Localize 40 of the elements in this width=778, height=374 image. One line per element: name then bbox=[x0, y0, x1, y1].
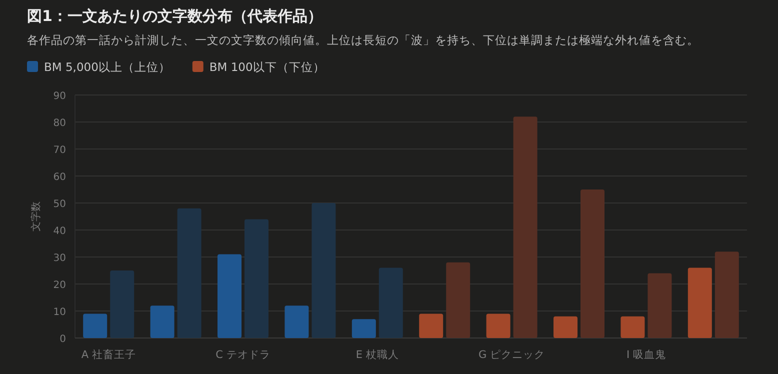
y-tick-label: 90 bbox=[53, 91, 66, 102]
legend-label: BM 100以下（下位） bbox=[209, 60, 325, 74]
bar bbox=[378, 268, 403, 338]
bar bbox=[284, 306, 309, 338]
x-tick-label: I 吸血鬼 bbox=[626, 349, 666, 361]
bar bbox=[714, 252, 739, 338]
y-tick-label: 80 bbox=[53, 118, 66, 129]
bar bbox=[513, 116, 538, 338]
y-tick-label: 50 bbox=[53, 199, 66, 210]
bar bbox=[580, 190, 604, 338]
y-tick-label: 40 bbox=[53, 226, 66, 237]
bar bbox=[352, 319, 376, 338]
x-tick-label: C テオドラ bbox=[216, 349, 270, 361]
bar bbox=[312, 203, 336, 338]
y-tick-label: 0 bbox=[60, 334, 66, 345]
chart-title: 図1：一文あたりの文字数分布（代表作品） bbox=[27, 7, 322, 25]
y-tick-label: 70 bbox=[53, 145, 66, 156]
y-tick-label: 30 bbox=[53, 253, 66, 264]
bar bbox=[554, 316, 578, 338]
y-tick-label: 20 bbox=[53, 280, 66, 291]
bar bbox=[83, 314, 108, 338]
x-tick-label: G ピクニック bbox=[478, 349, 546, 361]
x-tick-label: E 杖職人 bbox=[356, 348, 399, 361]
legend-label: BM 5,000以上（上位） bbox=[44, 60, 170, 74]
bar bbox=[218, 254, 242, 338]
chart-subtitle: 各作品の第一話から計測した、一文の文字数の傾向値。上位は長短の「波」を持ち、下位は単調または極端な外れ値を含む。 bbox=[27, 33, 699, 47]
bar bbox=[110, 270, 134, 338]
bar bbox=[688, 268, 712, 338]
bar bbox=[648, 273, 672, 338]
bar bbox=[486, 314, 510, 338]
bar bbox=[150, 306, 174, 338]
x-tick-label: A 社畜王子 bbox=[81, 348, 136, 361]
bar bbox=[244, 219, 268, 338]
bar bbox=[446, 262, 470, 338]
y-tick-label: 60 bbox=[53, 172, 66, 183]
bar bbox=[620, 316, 645, 338]
y-axis-title: 文字数 bbox=[30, 202, 42, 232]
bar bbox=[177, 208, 202, 338]
y-tick-label: 10 bbox=[53, 307, 66, 318]
bar bbox=[419, 314, 444, 338]
